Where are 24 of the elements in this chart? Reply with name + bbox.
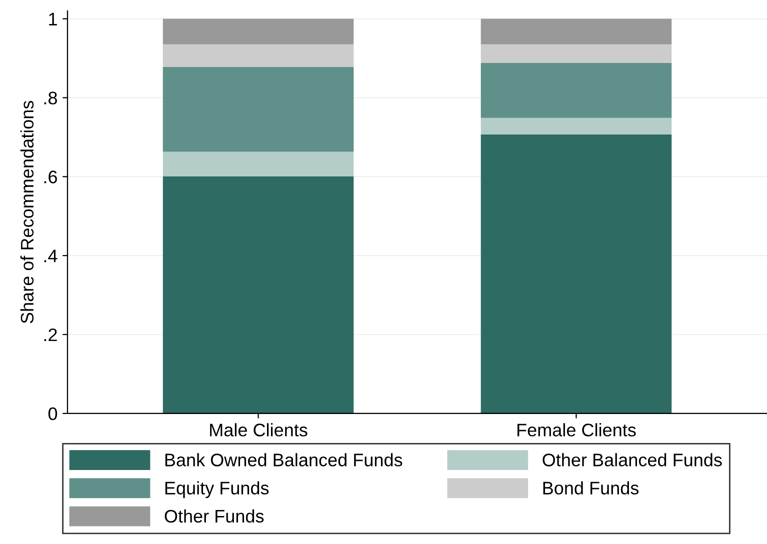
bar [480,18,672,44]
y-tick-label: .4 [44,250,58,262]
y-tick-label: .2 [44,328,57,342]
bar [480,62,672,118]
y-axis-title: Share of Recommendations [20,100,34,324]
y-tick-label: .6 [44,170,57,184]
legend-label: Other Balanced Funds [542,453,722,466]
bar [162,152,354,176]
bar [162,44,354,67]
y-tick-label: 0 [48,407,58,420]
legend-label: Bank Owned Balanced Funds [165,453,402,466]
x-tick-label: Female Clients [518,423,636,436]
legend-label: Bond Funds [543,481,639,494]
legend-label: Other Funds [164,509,264,523]
bar [162,66,354,152]
y-tick-label: .8 [44,92,57,104]
bar [162,176,354,414]
bar [162,18,354,44]
x-tick-label: Male Clients [210,423,308,436]
bar [480,134,672,414]
legend-label: Equity Funds [165,481,269,498]
y-tick-label: 1 [49,12,57,26]
bar [480,118,672,134]
bar [480,44,672,63]
